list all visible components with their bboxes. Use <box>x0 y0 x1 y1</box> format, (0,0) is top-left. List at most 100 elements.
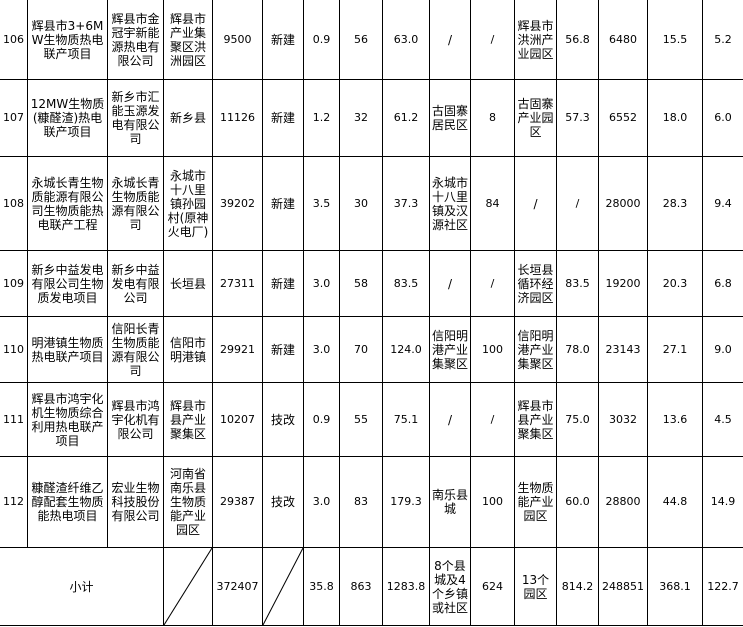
value-c8: 61.2 <box>382 79 430 157</box>
value-c15: 6.0 <box>702 79 743 157</box>
value-c8: 124.0 <box>382 316 430 383</box>
value-c4: 372407 <box>212 547 263 626</box>
subtotal-row: 小计 372407 35.8 863 1283.8 8个县城及4个乡镇或社区 624 13个园… <box>0 547 743 626</box>
subtotal-label: 小计 <box>0 547 164 626</box>
row-number: 111 <box>0 382 28 457</box>
value-c15: 9.0 <box>702 316 743 383</box>
value-c4: 29387 <box>212 456 263 548</box>
value-c14: 28.3 <box>647 156 703 251</box>
value-c15: 5.2 <box>702 0 743 80</box>
value-c6: 3.5 <box>303 156 340 251</box>
value-c8: 37.3 <box>382 156 430 251</box>
sensitive-area: 南乐县城 <box>429 456 471 548</box>
company: 辉县市金冠宇新能源热电有限公司 <box>107 0 164 80</box>
value-c7: 863 <box>339 547 383 626</box>
diagonal-line <box>164 548 212 625</box>
value-c6: 1.2 <box>303 79 340 157</box>
location: 河南省南乐县生物质能产业园区 <box>163 456 213 548</box>
park: 古固寨产业园区 <box>514 79 557 157</box>
value-c12: 83.5 <box>556 250 599 317</box>
row-number: 112 <box>0 456 28 548</box>
value-c6: 3.0 <box>303 456 340 548</box>
value-c8: 75.1 <box>382 382 430 457</box>
park: 长垣县循环经济园区 <box>514 250 557 317</box>
value-c7: 55 <box>339 382 383 457</box>
build-type: 技改 <box>262 382 304 457</box>
value-c13: 28800 <box>598 456 648 548</box>
project-name: 辉县市3+6MW生物质热电联产项目 <box>27 0 108 80</box>
row-number: 109 <box>0 250 28 317</box>
value-c10: 100 <box>470 456 515 548</box>
value-c7: 32 <box>339 79 383 157</box>
value-c12: 78.0 <box>556 316 599 383</box>
park: 13个园区 <box>514 547 557 626</box>
value-c14: 13.6 <box>647 382 703 457</box>
value-c13: 6552 <box>598 79 648 157</box>
value-c10: 624 <box>470 547 515 626</box>
location: 长垣县 <box>163 250 213 317</box>
value-c15: 122.7 <box>702 547 743 626</box>
value-c15: 9.4 <box>702 156 743 251</box>
sensitive-area: 古固寨居民区 <box>429 79 471 157</box>
value-c8: 83.5 <box>382 250 430 317</box>
value-c6: 0.9 <box>303 0 340 80</box>
sensitive-area: 永城市十八里镇及汉源社区 <box>429 156 471 251</box>
project-name: 辉县市鸿宇化机生物质综合利用热电联产项目 <box>27 382 108 457</box>
table-row: 112 糠醛渣纤维乙醇配套生物质能热电项目 宏业生物科技股份有限公司 河南省南乐县生物… <box>0 456 743 548</box>
value-c10: / <box>470 0 515 80</box>
value-c14: 18.0 <box>647 79 703 157</box>
value-c6: 3.0 <box>303 316 340 383</box>
value-c4: 27311 <box>212 250 263 317</box>
location: 永城市十八里镇孙园村(原神火电厂) <box>163 156 213 251</box>
table-row: 109 新乡中益发电有限公司生物质发电项目 新乡中益发电有限公司 长垣县 27311 新建… <box>0 250 743 317</box>
park: 信阳明港产业集聚区 <box>514 316 557 383</box>
value-c13: 19200 <box>598 250 648 317</box>
project-name: 12MW生物质(糠醛渣)热电联产项目 <box>27 79 108 157</box>
sensitive-area: / <box>429 250 471 317</box>
sensitive-area: 8个县城及4个乡镇或社区 <box>429 547 471 626</box>
sensitive-area: / <box>429 0 471 80</box>
park: 辉县市洪洲产业园区 <box>514 0 557 80</box>
company: 新乡市汇能玉源发电有限公司 <box>107 79 164 157</box>
value-c4: 29921 <box>212 316 263 383</box>
value-c8: 179.3 <box>382 456 430 548</box>
table-row: 108 永城长青生物质能源有限公司生物质能热电联产工程 永城长青生物质能源有限公司永… <box>0 156 743 251</box>
park: / <box>514 156 557 251</box>
value-c12: 56.8 <box>556 0 599 80</box>
diagonal-empty-cell <box>163 547 213 626</box>
value-c13: 248851 <box>598 547 648 626</box>
value-c4: 39202 <box>212 156 263 251</box>
row-number: 106 <box>0 0 28 80</box>
value-c15: 4.5 <box>702 382 743 457</box>
value-c8: 1283.8 <box>382 547 430 626</box>
value-c12: 60.0 <box>556 456 599 548</box>
build-type: 新建 <box>262 79 304 157</box>
build-type: 技改 <box>262 456 304 548</box>
value-c12: 75.0 <box>556 382 599 457</box>
location: 辉县市产业集聚区洪洲园区 <box>163 0 213 80</box>
build-type: 新建 <box>262 316 304 383</box>
value-c7: 70 <box>339 316 383 383</box>
value-c6: 0.9 <box>303 382 340 457</box>
company: 新乡中益发电有限公司 <box>107 250 164 317</box>
value-c10: 84 <box>470 156 515 251</box>
value-c13: 28000 <box>598 156 648 251</box>
value-c12: 57.3 <box>556 79 599 157</box>
value-c13: 6480 <box>598 0 648 80</box>
row-number: 110 <box>0 316 28 383</box>
table-row: 110 明港镇生物质热电联产项目 信阳长青生物质能源有限公司 信阳市明港镇 29921 新… <box>0 316 743 383</box>
value-c7: 58 <box>339 250 383 317</box>
table-row: 107 12MW生物质(糠醛渣)热电联产项目 新乡市汇能玉源发电有限公司 新乡县 111… <box>0 79 743 157</box>
build-type: 新建 <box>262 250 304 317</box>
project-name: 新乡中益发电有限公司生物质发电项目 <box>27 250 108 317</box>
project-name: 糠醛渣纤维乙醇配套生物质能热电项目 <box>27 456 108 548</box>
company: 信阳长青生物质能源有限公司 <box>107 316 164 383</box>
project-name: 永城长青生物质能源有限公司生物质能热电联产工程 <box>27 156 108 251</box>
value-c4: 11126 <box>212 79 263 157</box>
company: 辉县市鸿宇化机有限公司 <box>107 382 164 457</box>
sensitive-area: 信阳明港产业集聚区 <box>429 316 471 383</box>
value-c14: 368.1 <box>647 547 703 626</box>
build-type: 新建 <box>262 156 304 251</box>
value-c14: 20.3 <box>647 250 703 317</box>
location: 信阳市明港镇 <box>163 316 213 383</box>
